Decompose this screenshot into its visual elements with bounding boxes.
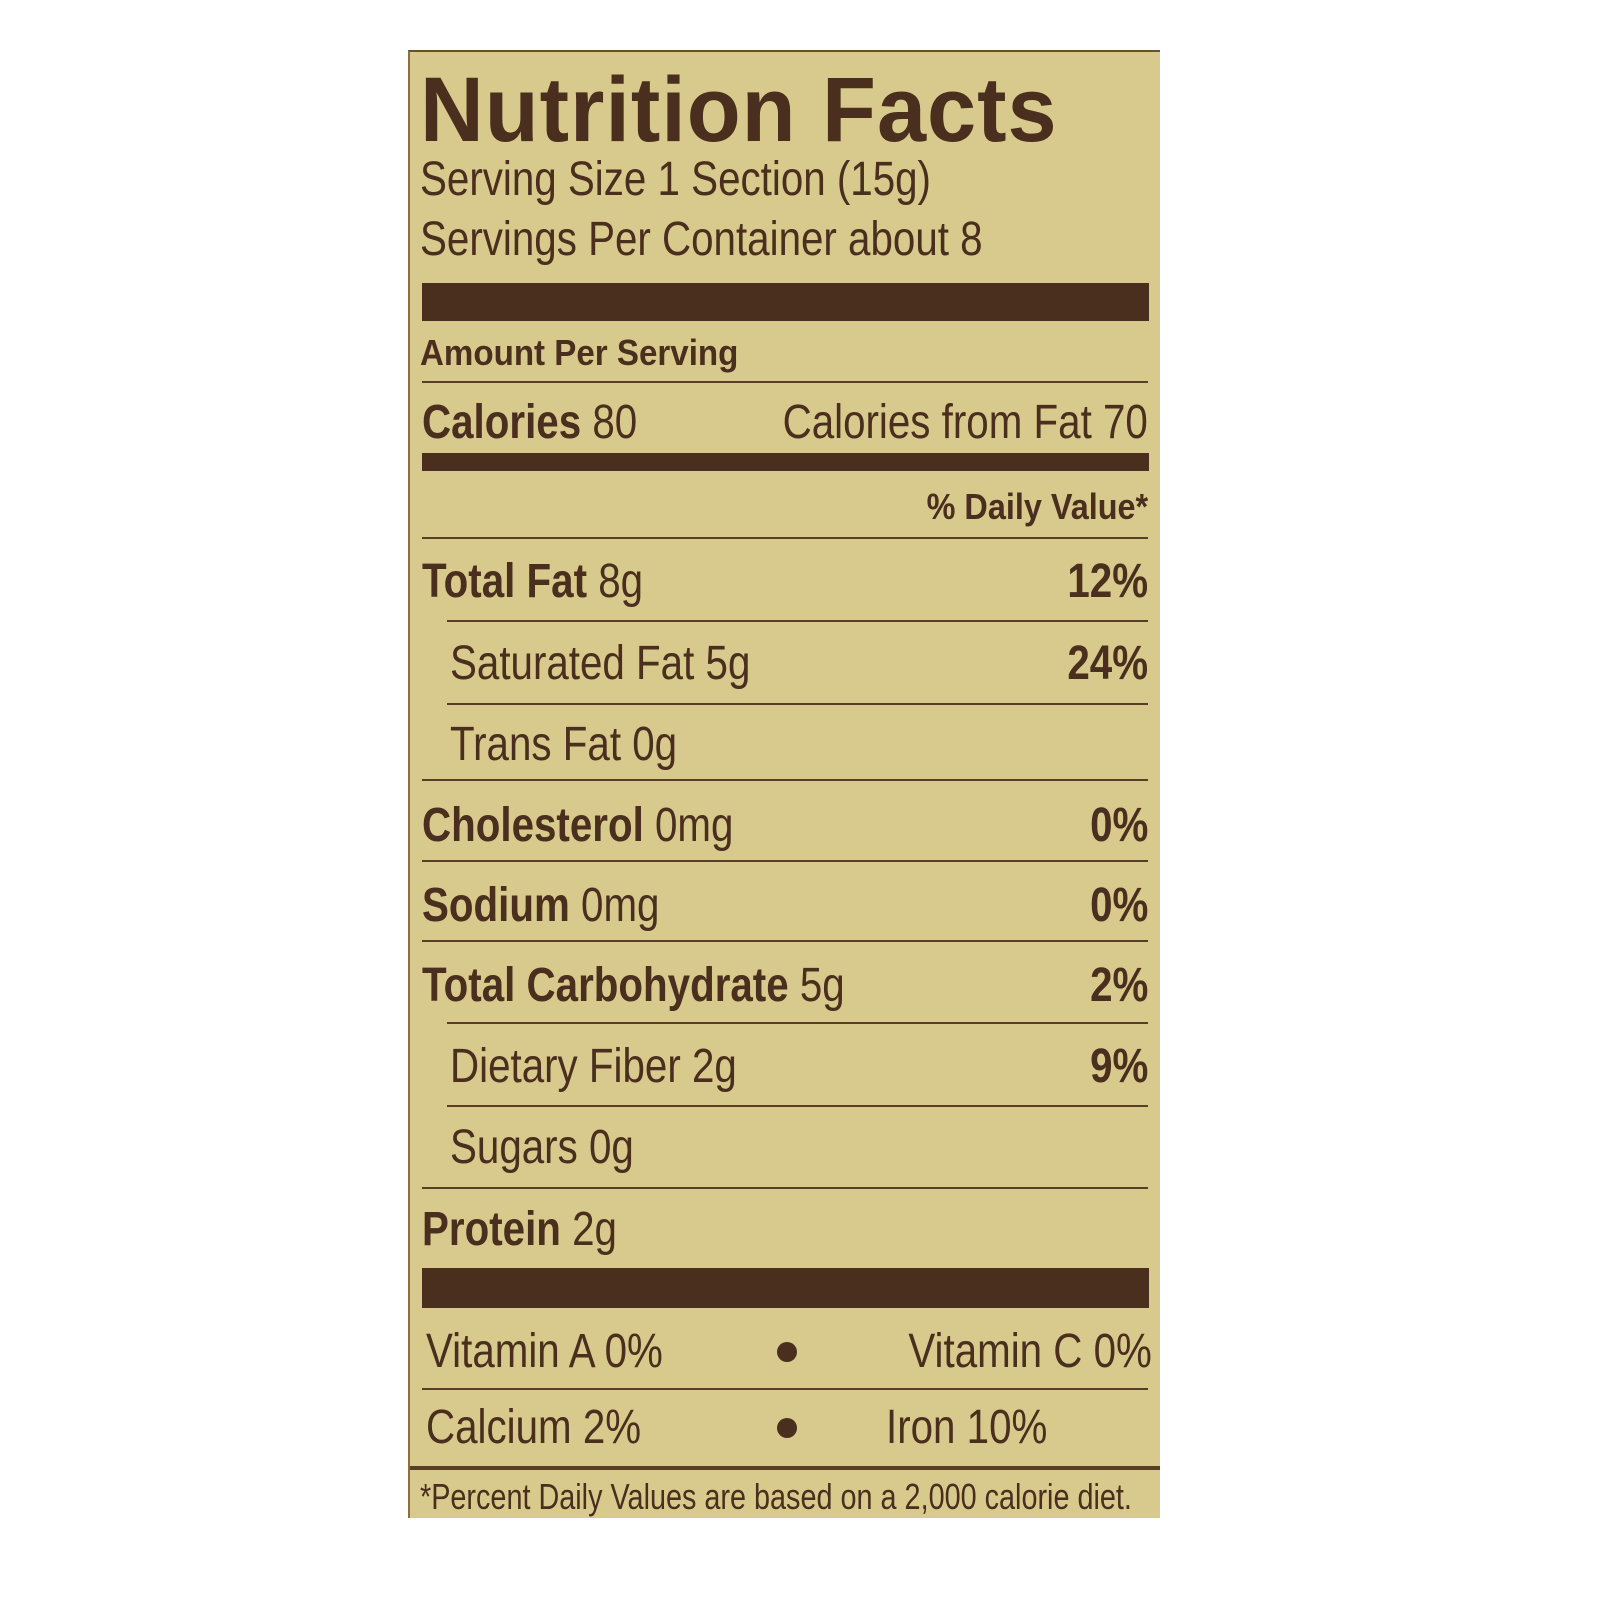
nutrient-label: Sugars — [450, 1121, 578, 1174]
vitamin-row: Vitamin A 0% Vitamin C 0% — [422, 1324, 1152, 1384]
thick-divider — [422, 283, 1149, 321]
nutrient-amount: 0g — [632, 718, 678, 771]
divider — [422, 860, 1148, 862]
nutrient-amount: 8g — [598, 555, 644, 608]
calories-label: Calories — [422, 396, 582, 449]
nutrient-dv: 12% — [1067, 555, 1148, 608]
divider — [422, 940, 1148, 942]
nutrient-amount: 5g — [799, 959, 845, 1012]
divider — [447, 703, 1148, 705]
footnote: *Percent Daily Values are based on a 2,0… — [420, 1476, 1132, 1517]
serving-size: Serving Size 1 Section (15g) — [420, 153, 931, 206]
calories-row: Calories 80 Calories from Fat 70 — [422, 395, 1148, 455]
iron: Iron 10% — [886, 1401, 1048, 1454]
nutrient-amount: 2g — [691, 1040, 737, 1093]
calcium: Calcium 2% — [426, 1401, 642, 1454]
bullet-icon — [777, 1342, 797, 1362]
vitamin-a: Vitamin A 0% — [426, 1325, 663, 1378]
divider — [422, 381, 1148, 383]
nutrient-amount: 5g — [705, 637, 751, 690]
nutrient-dv: 2% — [1089, 959, 1148, 1012]
medium-divider — [422, 453, 1149, 471]
nutrient-label: Dietary Fiber — [450, 1040, 681, 1093]
nutrient-row-sugars: Sugars 0g — [422, 1120, 1148, 1180]
vitamin-c: Vitamin C 0% — [908, 1325, 1152, 1378]
nutrient-dv: 0% — [1089, 799, 1148, 852]
nutrient-row-dietary-fiber: Dietary Fiber 2g 9% — [422, 1039, 1148, 1099]
nutrient-row-saturated-fat: Saturated Fat 5g 24% — [422, 636, 1148, 696]
nutrient-label: Total Fat — [422, 555, 588, 608]
divider — [422, 1388, 1148, 1390]
nutrient-amount: 0mg — [581, 879, 660, 932]
nutrient-amount: 0mg — [655, 799, 734, 852]
nutrient-row-total-fat: Total Fat 8g 12% — [422, 554, 1148, 614]
calories-value: 80 — [592, 396, 638, 449]
calories-from-fat-label: Calories from Fat — [782, 396, 1092, 449]
amount-per-serving: Amount Per Serving — [420, 332, 739, 373]
daily-value-header: % Daily Value* — [926, 486, 1148, 527]
divider — [422, 1187, 1148, 1189]
nutrient-amount: 0g — [588, 1121, 634, 1174]
nutrient-amount: 2g — [572, 1203, 617, 1256]
divider — [422, 537, 1148, 539]
nutrient-label: Sodium — [422, 879, 570, 932]
title: Nutrition Facts — [420, 59, 1058, 161]
thick-divider — [422, 1268, 1149, 1308]
nutrient-label: Trans Fat — [450, 718, 622, 771]
divider — [447, 1105, 1148, 1107]
calories-from-fat-value: 70 — [1103, 396, 1148, 449]
nutrient-row-protein: Protein 2g — [422, 1202, 1148, 1262]
divider — [410, 1466, 1160, 1470]
nutrient-row-cholesterol: Cholesterol 0mg 0% — [422, 798, 1148, 858]
divider — [447, 1022, 1148, 1024]
nutrient-row-total-carbohydrate: Total Carbohydrate 5g 2% — [422, 958, 1148, 1018]
divider — [447, 620, 1148, 622]
nutrient-label: Protein — [422, 1203, 561, 1256]
nutrient-row-trans-fat: Trans Fat 0g — [422, 717, 1148, 777]
nutrient-row-sodium: Sodium 0mg 0% — [422, 878, 1148, 938]
nutrient-label: Saturated Fat — [450, 637, 695, 690]
nutrition-facts-label: Nutrition Facts Serving Size 1 Section (… — [408, 50, 1160, 1518]
nutrient-dv: 9% — [1089, 1040, 1148, 1093]
bullet-icon — [777, 1418, 797, 1438]
nutrient-label: Cholesterol — [422, 799, 644, 852]
nutrient-dv: 24% — [1067, 637, 1148, 690]
servings-per-container: Servings Per Container about 8 — [420, 213, 983, 266]
nutrient-label: Total Carbohydrate — [422, 959, 789, 1012]
divider — [422, 779, 1148, 781]
vitamin-row: Calcium 2% Iron 10% — [422, 1400, 1148, 1460]
nutrient-dv: 0% — [1089, 879, 1148, 932]
